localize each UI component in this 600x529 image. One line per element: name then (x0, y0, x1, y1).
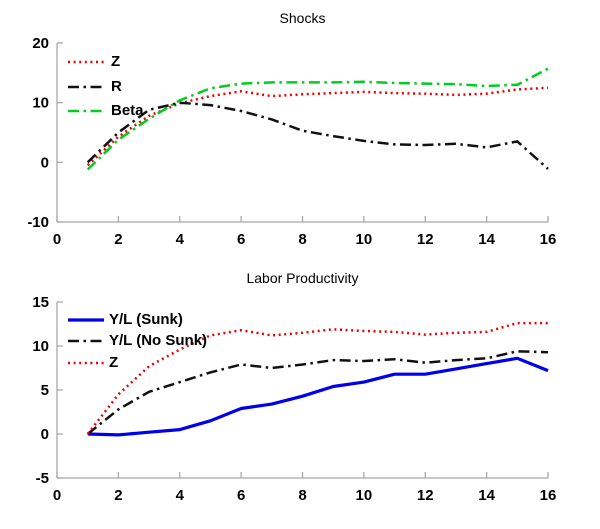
x-tick-label: 2 (114, 487, 122, 504)
chart-title-labor-productivity: Labor Productivity (246, 270, 359, 286)
y-tick-label: 10 (32, 338, 49, 355)
series-line-beta (86, 67, 549, 171)
x-tick-label: 0 (53, 487, 61, 504)
y-tick-label: 5 (41, 382, 49, 399)
y-tick-label: 20 (32, 35, 49, 52)
x-tick-label: 0 (53, 231, 61, 248)
x-tick-label: 8 (298, 487, 306, 504)
x-tick-label: 4 (176, 231, 185, 248)
series-line-z (86, 321, 548, 435)
labor-productivity-chart: -5 0 5 10 15 0 2 4 6 8 10 12 14 16 (0, 265, 600, 529)
y-tick-label: 10 (32, 95, 49, 112)
x-tick-label: 6 (237, 231, 245, 248)
series-line-r (86, 101, 549, 170)
legend-label-yl-sunk: Y/L (Sunk) (109, 311, 183, 328)
legend-label-z: Z (111, 53, 121, 70)
x-tick-label: 10 (356, 487, 373, 504)
y-tick-label: 15 (32, 294, 49, 311)
chart-title-shocks: Shocks (279, 10, 326, 26)
legend-label-yl-no-sunk: Y/L (No Sunk) (109, 332, 208, 349)
x-tick-label: 6 (237, 487, 245, 504)
x-tick-label: 2 (114, 231, 122, 248)
x-tick-label: 10 (356, 231, 373, 248)
y-tick-label: -5 (36, 470, 49, 487)
y-tick-label: 0 (41, 154, 49, 171)
shocks-chart: -10 0 10 20 0 2 4 6 8 10 12 14 16 (27, 35, 557, 248)
legend-label-beta: Beta (111, 102, 144, 119)
x-tick-label: 12 (417, 487, 434, 504)
legend-label-r: R (111, 78, 122, 95)
y-tick-label: 0 (41, 426, 49, 443)
x-tick-label: 16 (540, 487, 557, 504)
legend-label-z-bottom: Z (109, 354, 119, 371)
y-tick-label: -10 (27, 214, 49, 231)
x-tick-label: 8 (298, 231, 306, 248)
series-line-z (86, 86, 549, 167)
series-line-y-l-no-sunk- (86, 350, 549, 435)
series-line-y-l-sunk- (87, 356, 549, 437)
x-tick-label: 14 (478, 231, 495, 248)
x-tick-label: 4 (176, 487, 185, 504)
x-tick-label: 14 (478, 487, 495, 504)
x-tick-label: 16 (540, 231, 557, 248)
x-tick-label: 12 (417, 231, 434, 248)
